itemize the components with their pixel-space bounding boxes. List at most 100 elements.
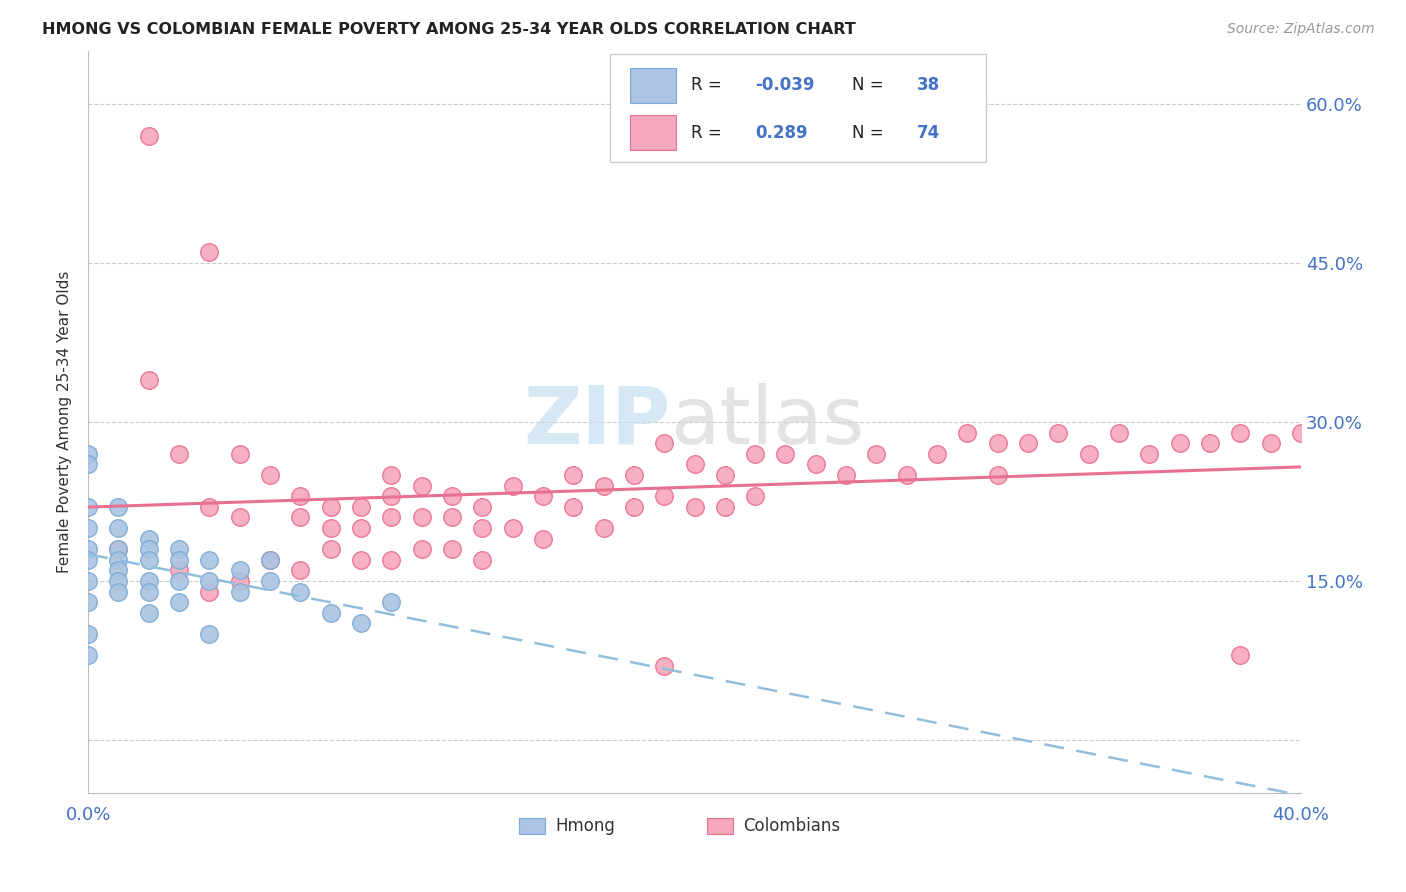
Point xyxy=(229,574,252,588)
Point xyxy=(1137,447,1160,461)
Point xyxy=(198,553,221,567)
Point xyxy=(835,467,858,482)
Point xyxy=(259,574,281,588)
Point xyxy=(652,489,675,503)
Bar xyxy=(630,115,676,151)
Point xyxy=(198,627,221,641)
Point xyxy=(1229,425,1251,440)
Point xyxy=(652,659,675,673)
Point xyxy=(290,489,312,503)
Point xyxy=(290,584,312,599)
Text: 38: 38 xyxy=(917,77,939,95)
Point xyxy=(77,627,100,641)
Point xyxy=(987,467,1010,482)
Point xyxy=(138,542,160,557)
Point xyxy=(531,489,554,503)
Point xyxy=(804,458,827,472)
Point xyxy=(411,542,433,557)
Point xyxy=(1168,436,1191,450)
Point xyxy=(865,447,887,461)
Point xyxy=(77,500,100,514)
Point xyxy=(592,521,614,535)
Point xyxy=(138,574,160,588)
Point xyxy=(714,467,737,482)
Point xyxy=(956,425,979,440)
Point xyxy=(411,510,433,524)
Point xyxy=(1108,425,1130,440)
Text: 0.289: 0.289 xyxy=(755,123,808,142)
Point xyxy=(167,563,190,577)
Point xyxy=(683,500,706,514)
Point xyxy=(319,500,342,514)
Text: -0.039: -0.039 xyxy=(755,77,814,95)
Text: 74: 74 xyxy=(917,123,939,142)
Point xyxy=(562,500,585,514)
Point xyxy=(440,510,463,524)
Point xyxy=(380,595,402,609)
Point xyxy=(229,510,252,524)
Point xyxy=(77,648,100,663)
Point xyxy=(198,245,221,260)
Point xyxy=(107,553,129,567)
Point xyxy=(502,521,524,535)
Point xyxy=(77,521,100,535)
Point xyxy=(198,500,221,514)
Point xyxy=(77,447,100,461)
Point xyxy=(683,458,706,472)
Point xyxy=(471,553,494,567)
Point xyxy=(167,542,190,557)
Point xyxy=(623,500,645,514)
Point xyxy=(319,606,342,620)
Text: 0.0%: 0.0% xyxy=(66,805,111,824)
Point xyxy=(471,500,494,514)
Point xyxy=(319,542,342,557)
Point xyxy=(350,500,373,514)
Point xyxy=(259,553,281,567)
Text: 40.0%: 40.0% xyxy=(1272,805,1329,824)
Point xyxy=(440,542,463,557)
Point xyxy=(380,510,402,524)
Point xyxy=(107,500,129,514)
Point xyxy=(229,447,252,461)
Point xyxy=(1199,436,1222,450)
Text: R =: R = xyxy=(690,77,727,95)
Point xyxy=(77,574,100,588)
Point xyxy=(138,606,160,620)
Point xyxy=(380,467,402,482)
Point xyxy=(350,553,373,567)
Point xyxy=(925,447,948,461)
Point xyxy=(319,521,342,535)
Point xyxy=(107,574,129,588)
Text: N =: N = xyxy=(852,123,889,142)
Bar xyxy=(630,68,676,103)
Point xyxy=(1017,436,1039,450)
Point xyxy=(198,584,221,599)
Point xyxy=(1047,425,1070,440)
Point xyxy=(107,584,129,599)
Point xyxy=(229,563,252,577)
Point xyxy=(107,563,129,577)
Point xyxy=(744,489,766,503)
Text: HMONG VS COLOMBIAN FEMALE POVERTY AMONG 25-34 YEAR OLDS CORRELATION CHART: HMONG VS COLOMBIAN FEMALE POVERTY AMONG … xyxy=(42,22,856,37)
Point xyxy=(896,467,918,482)
Point xyxy=(138,532,160,546)
Text: R =: R = xyxy=(690,123,733,142)
Point xyxy=(987,436,1010,450)
Y-axis label: Female Poverty Among 25-34 Year Olds: Female Poverty Among 25-34 Year Olds xyxy=(58,271,72,574)
Point xyxy=(107,521,129,535)
Point xyxy=(290,510,312,524)
Point xyxy=(167,553,190,567)
Point xyxy=(1077,447,1099,461)
Point xyxy=(531,532,554,546)
Point xyxy=(167,574,190,588)
Text: Source: ZipAtlas.com: Source: ZipAtlas.com xyxy=(1227,22,1375,37)
Text: ZIP: ZIP xyxy=(523,383,671,461)
Point xyxy=(198,574,221,588)
Point xyxy=(775,447,797,461)
Point xyxy=(350,616,373,631)
Text: Colombians: Colombians xyxy=(742,817,841,835)
Point xyxy=(592,478,614,492)
Point xyxy=(77,553,100,567)
Point xyxy=(350,521,373,535)
Text: Hmong: Hmong xyxy=(555,817,614,835)
